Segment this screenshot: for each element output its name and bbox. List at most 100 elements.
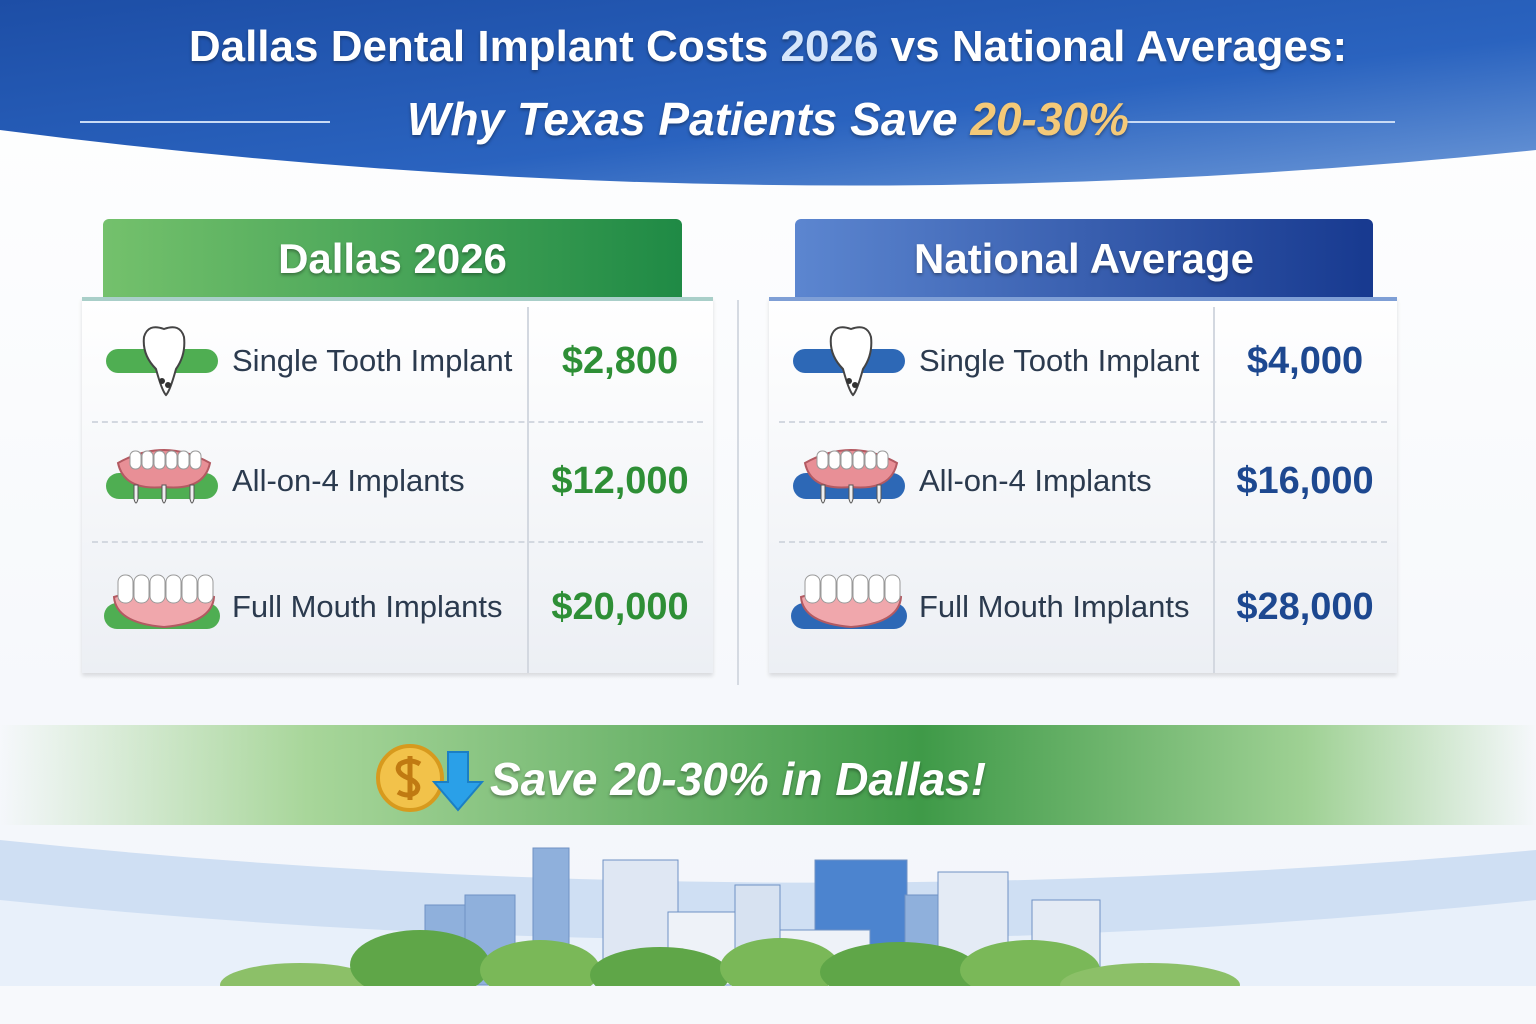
- icon-shape: [852, 382, 858, 388]
- row-divider: [779, 541, 1387, 543]
- icon-shape: [177, 450, 190, 470]
- row-price: $2,800: [561, 339, 679, 382]
- row-label: All-on-4 Implants: [232, 463, 465, 498]
- price-table: Single Tooth Implant $4,000 All-on-4 Impla…: [769, 297, 1397, 673]
- row-price: $28,000: [1236, 585, 1374, 628]
- row-label: All-on-4 Implants: [919, 463, 1152, 498]
- ground: [0, 986, 1536, 1024]
- row-divider: [92, 541, 703, 543]
- icon-shape: [793, 326, 905, 397]
- icon-shape: [129, 450, 142, 470]
- row-label: Single Tooth Implant: [232, 343, 513, 378]
- subtitle: Why Texas Patients Save 20-30%: [0, 92, 1536, 146]
- dollar-sign: [395, 756, 422, 800]
- row-price: $12,000: [551, 459, 689, 502]
- icon-shape: [852, 574, 869, 604]
- icon-shape: [149, 574, 166, 604]
- title-year: 2026: [780, 22, 879, 71]
- subtitle-text: Why Texas Patients Save: [407, 93, 958, 145]
- column-divider: [1213, 307, 1215, 673]
- icon-shape: [142, 326, 186, 397]
- icon-shape: [197, 574, 214, 604]
- icon-shape: [828, 450, 841, 470]
- icon-shape: [165, 574, 182, 604]
- banner-text: Save 20-30% in Dallas!: [490, 753, 987, 805]
- icon-shape: [791, 574, 907, 629]
- icon-shape: [181, 574, 198, 604]
- row-divider: [779, 421, 1387, 423]
- down-arrow: [431, 751, 485, 812]
- icon-shape: [159, 378, 165, 384]
- price-table: Single Tooth Implant $2,800 All-on-4 Impla…: [82, 297, 713, 673]
- row-divider: [92, 421, 703, 423]
- implant-icon: [104, 321, 228, 401]
- icon-shape: [868, 574, 885, 604]
- implant-icon: [791, 441, 915, 521]
- tree: [720, 938, 840, 998]
- trees: [220, 930, 1240, 1007]
- icon-shape: [846, 378, 852, 384]
- tree: [350, 930, 490, 1000]
- icon-shape: [804, 574, 821, 604]
- implant-icon: [791, 321, 915, 401]
- icon-shape: [189, 450, 202, 470]
- implant-icon: [791, 567, 915, 647]
- icon-shape: [816, 450, 829, 470]
- implant-icon: [104, 567, 228, 647]
- icon-shape: [829, 326, 873, 397]
- title-text: vs National Averages:: [890, 22, 1348, 71]
- icon-shape: [864, 450, 877, 470]
- row-price: $4,000: [1246, 339, 1364, 382]
- savings-icon: [376, 744, 485, 812]
- icon-shape: [820, 574, 837, 604]
- icon-shape: [820, 484, 882, 504]
- icon-shape: [165, 450, 178, 470]
- icon-shape: [133, 574, 150, 604]
- title: Dallas Dental Implant Costs 2026 vs Nati…: [0, 22, 1536, 72]
- icon-shape: [106, 449, 218, 504]
- icon-shape: [189, 484, 195, 504]
- row-label: Full Mouth Implants: [919, 589, 1190, 624]
- price-row: All-on-4 Implants $16,000: [769, 421, 1397, 541]
- icon-shape: [816, 450, 889, 470]
- icon-shape: [133, 484, 139, 504]
- icon-shape: [153, 450, 166, 470]
- icon-shape: [117, 574, 134, 604]
- icon-shape: [884, 574, 901, 604]
- column-divider: [527, 307, 529, 673]
- price-row: All-on-4 Implants $12,000: [82, 421, 713, 541]
- icon-shape: [848, 484, 854, 504]
- icon-shape: [161, 484, 167, 504]
- icon-shape: [836, 574, 853, 604]
- icon-shape: [117, 574, 214, 604]
- icon-shape: [820, 484, 826, 504]
- icon-shape: [106, 326, 218, 397]
- icon-shape: [852, 450, 865, 470]
- row-price: $16,000: [1236, 459, 1374, 502]
- icon-shape: [876, 450, 889, 470]
- icon-shape: [141, 450, 154, 470]
- row-price: $20,000: [551, 585, 689, 628]
- icon-shape: [129, 450, 202, 470]
- price-row: Single Tooth Implant $4,000: [769, 301, 1397, 421]
- subtitle-highlight: 20-30%: [970, 93, 1129, 145]
- savings-banner: [0, 725, 1536, 825]
- tree: [480, 940, 600, 1000]
- icon-shape: [804, 574, 901, 604]
- price-row: Full Mouth Implants $28,000: [769, 541, 1397, 673]
- panel-tab: National Average: [795, 219, 1373, 299]
- icon-shape: [133, 484, 195, 504]
- row-label: Full Mouth Implants: [232, 589, 503, 624]
- icon-shape: [840, 450, 853, 470]
- row-label: Single Tooth Implant: [919, 343, 1200, 378]
- price-row: Full Mouth Implants $20,000: [82, 541, 713, 673]
- icon-shape: [793, 449, 905, 504]
- icon-shape: [104, 574, 220, 629]
- implant-icon: [104, 441, 228, 521]
- header-band: [0, 0, 1536, 186]
- price-row: Single Tooth Implant $2,800: [82, 301, 713, 421]
- panel-tab: Dallas 2026: [103, 219, 682, 299]
- icon-shape: [165, 382, 171, 388]
